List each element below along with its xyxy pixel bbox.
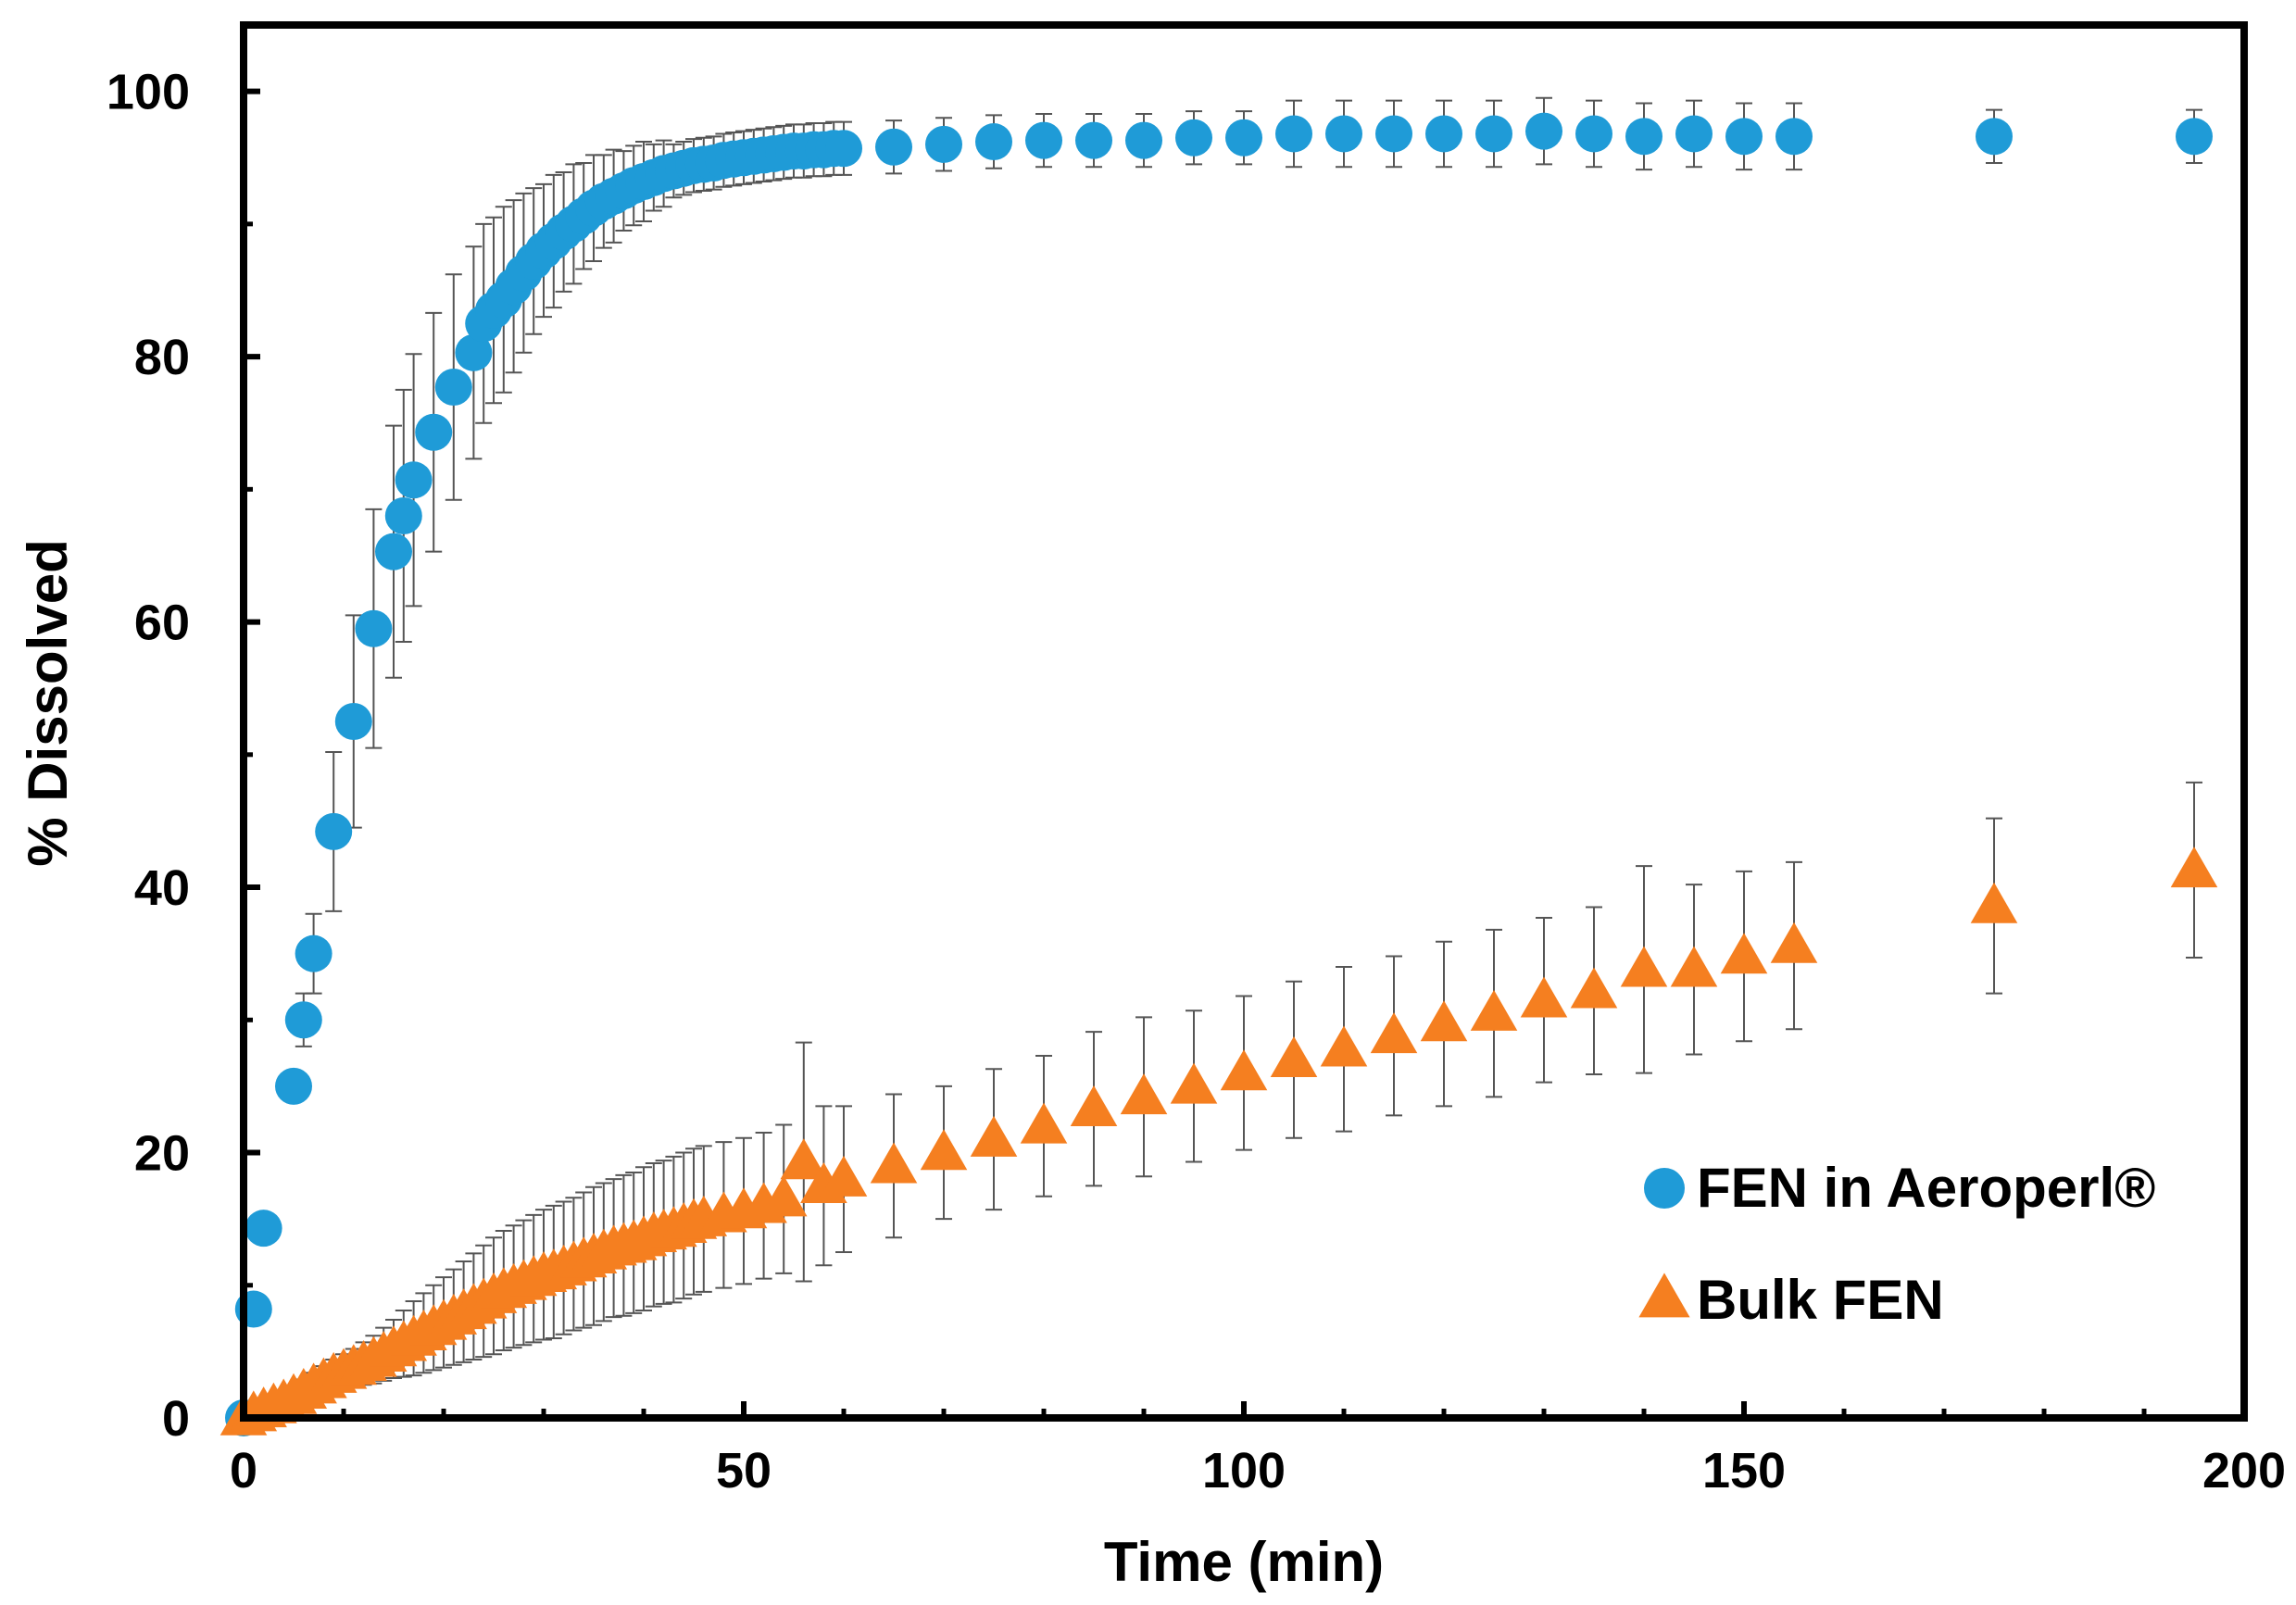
- point-aeroperl: [455, 333, 493, 371]
- point-bulk: [1170, 1062, 1218, 1104]
- point-bulk: [1720, 933, 1768, 974]
- y-tick-label: 100: [107, 65, 190, 120]
- y-axis-title: % Dissolved: [17, 539, 79, 866]
- point-bulk: [1020, 1102, 1068, 1144]
- error-bars: [235, 96, 2202, 1419]
- point-aeroperl: [375, 533, 412, 571]
- point-aeroperl: [275, 1067, 312, 1105]
- point-bulk: [1270, 1035, 1318, 1077]
- point-bulk: [920, 1129, 968, 1171]
- point-bulk: [1470, 989, 1518, 1031]
- x-tick-label: 50: [716, 1443, 772, 1498]
- legend-label-aeroperl: FEN in Aeroperl®: [1697, 1157, 2155, 1219]
- point-aeroperl: [1675, 115, 1713, 153]
- point-aeroperl: [384, 496, 422, 534]
- point-bulk: [1970, 882, 2018, 923]
- axes: 0 50 100 150 200 0 20 40 60 80 100: [107, 65, 2286, 1498]
- point-bulk: [1770, 922, 1818, 963]
- plot-frame: [240, 21, 2248, 1422]
- point-aeroperl: [315, 812, 353, 850]
- point-aeroperl: [1275, 115, 1312, 153]
- point-bulk: [1320, 1025, 1368, 1067]
- point-bulk: [1370, 1012, 1418, 1054]
- point-aeroperl: [1175, 119, 1212, 157]
- point-aeroperl: [975, 123, 1012, 161]
- point-aeroperl: [1575, 115, 1612, 153]
- point-aeroperl: [1075, 121, 1112, 159]
- y-tick-label: 80: [134, 330, 190, 385]
- point-aeroperl: [1125, 121, 1162, 159]
- x-tick-label: 0: [230, 1443, 257, 1498]
- legend: FEN in Aeroperl® Bulk FEN: [1638, 1157, 2155, 1331]
- point-aeroperl: [1225, 119, 1262, 157]
- point-aeroperl: [875, 128, 912, 166]
- point-aeroperl: [1725, 118, 1763, 156]
- point-aeroperl: [334, 703, 372, 740]
- point-bulk: [1120, 1073, 1168, 1115]
- point-aeroperl: [1425, 115, 1462, 153]
- point-aeroperl: [295, 934, 332, 972]
- point-bulk: [1220, 1049, 1268, 1091]
- point-aeroperl: [825, 130, 862, 168]
- legend-marker-aeroperl: [1644, 1168, 1685, 1209]
- point-aeroperl: [1976, 118, 2013, 156]
- point-bulk: [2170, 846, 2218, 888]
- point-aeroperl: [1775, 118, 1813, 156]
- point-aeroperl: [1325, 115, 1362, 153]
- point-aeroperl: [395, 461, 433, 499]
- y-tick-label: 40: [134, 860, 190, 916]
- point-bulk: [1570, 967, 1618, 1009]
- point-aeroperl: [1525, 112, 1562, 150]
- point-aeroperl: [284, 1001, 322, 1039]
- point-aeroperl: [1625, 118, 1662, 156]
- point-aeroperl: [1375, 115, 1412, 153]
- x-axis-title: Time (min): [1104, 1531, 1384, 1593]
- x-tick-label: 100: [1202, 1443, 1286, 1498]
- y-tick-label: 60: [134, 596, 190, 651]
- legend-marker-bulk: [1638, 1273, 1690, 1318]
- legend-label-bulk: Bulk FEN: [1697, 1269, 1944, 1331]
- point-bulk: [759, 1175, 808, 1217]
- x-tick-label: 200: [2202, 1443, 2286, 1498]
- point-aeroperl: [245, 1210, 282, 1248]
- point-bulk: [1070, 1085, 1118, 1126]
- y-tick-label: 0: [162, 1391, 190, 1447]
- point-aeroperl: [2176, 118, 2213, 156]
- point-aeroperl: [1475, 115, 1512, 153]
- point-bulk: [870, 1142, 918, 1184]
- point-bulk: [1420, 1000, 1468, 1042]
- data-markers: [220, 112, 2218, 1436]
- point-bulk: [1620, 946, 1668, 987]
- point-aeroperl: [355, 609, 393, 647]
- point-bulk: [780, 1138, 828, 1180]
- point-bulk: [970, 1115, 1018, 1157]
- point-bulk: [1670, 946, 1718, 987]
- point-aeroperl: [925, 125, 962, 163]
- point-aeroperl: [434, 369, 472, 407]
- y-tick-label: 20: [134, 1126, 190, 1182]
- point-aeroperl: [415, 413, 453, 451]
- x-tick-label: 150: [1702, 1443, 1786, 1498]
- point-aeroperl: [1025, 121, 1062, 159]
- point-bulk: [820, 1155, 868, 1197]
- point-bulk: [1520, 976, 1568, 1018]
